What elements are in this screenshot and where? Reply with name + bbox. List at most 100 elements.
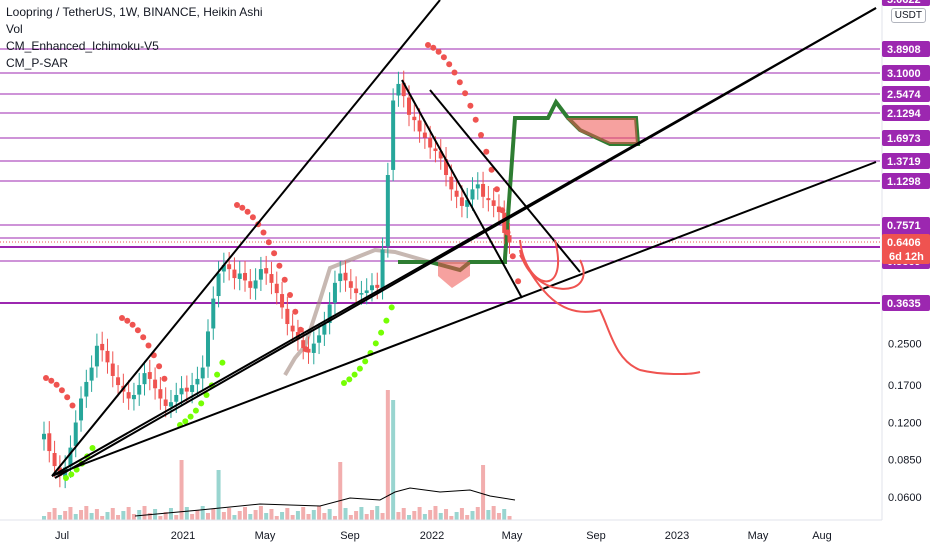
candle-body [269,274,274,283]
volume-ma-line [134,487,516,517]
volume-bar [412,511,417,520]
psar-dot-down [302,346,309,353]
psar-dot-down [509,253,516,260]
volume-bar [105,512,110,520]
volume-bar [137,510,142,520]
volume-bar [79,510,84,520]
level-tag-label: 2.1294 [887,108,922,120]
level-tag [882,105,930,121]
volume-bar [311,510,316,520]
volume-bar [354,511,359,520]
psar-dot-up [198,400,205,407]
candle-body [317,335,322,343]
psar-dot-down [260,229,267,236]
candle-body [475,184,480,189]
candle-body [311,343,316,353]
candle-body [94,345,99,367]
volume-bar [258,506,263,520]
volume-bar [454,512,459,520]
candle-body [100,343,105,351]
volume-bar [57,515,62,520]
psar-dot-up [63,475,69,481]
volume-bar [126,507,131,520]
psar-dot-up [356,365,363,372]
psar-dot-down [292,308,299,315]
candle-body [332,282,337,303]
current-price-label: 0.6406 [887,237,921,249]
candle-body [142,373,147,385]
currency-unit-label[interactable]: USDT [890,8,926,23]
candle-body [359,293,364,295]
candle-body [433,148,438,152]
psar-dot-up [362,358,369,365]
indicator-ichimoku[interactable]: CM_Enhanced_Ichimoku-V5 [6,39,159,53]
candle-body [253,280,258,289]
psar-dot-up [203,392,210,398]
forecast-annotation [519,239,701,376]
candle-body [385,175,390,247]
candle-body [200,367,205,379]
candle-body [407,97,412,115]
candle-body [211,298,216,329]
psar-dot-down [472,116,479,123]
volume-bar [52,508,57,520]
candle-body [369,285,374,291]
trendlines [51,0,877,479]
psar-dot-up [68,471,75,478]
level-tag [882,41,930,57]
candle-body [322,324,327,335]
psar-dot-up [214,371,221,378]
candle-body [285,308,290,325]
volume-bar [116,515,121,520]
psar-dot-down [119,315,125,321]
psar-dot-up [388,304,395,311]
level-tag-label: 2.5474 [887,89,922,101]
volume-bar [438,513,443,520]
volume-bar [481,465,486,520]
psar-dot-down [58,387,65,394]
volume-bar [486,510,491,520]
candle-body [290,325,295,332]
volume-bar [216,470,221,520]
candle-body [401,82,406,97]
volume-bar [179,460,184,520]
psar-dot-down [488,166,495,173]
candle-body [454,190,459,197]
time-tick-label: Aug [812,530,832,542]
candle-body [190,385,195,392]
volume-bar [444,509,449,520]
psar-dot-down [456,79,463,86]
volume-bar [290,515,295,520]
psar-dot-down [297,326,304,333]
top-level-tag-label: 5.0622 [887,0,921,6]
time-tick-label: May [748,530,769,542]
candle-body [327,304,332,324]
volume-bar [417,507,422,520]
level-tag [882,153,930,169]
psar-dot-down [515,278,522,285]
ichimoku-cloud-upper [566,118,638,144]
candle-body [417,120,422,132]
volume-bar [385,390,390,520]
candle-body [391,100,396,170]
volume-bar [422,514,427,520]
volume-bar [47,512,52,520]
candle-body [375,284,380,288]
indicator-vol[interactable]: Vol [6,22,23,36]
volume-bar [502,509,507,520]
volume-bar [200,506,205,520]
psar-dot-up [383,317,390,324]
indicator-psar[interactable]: CM_P-SAR [6,56,69,70]
candle-body [280,294,285,308]
volume-bar [459,508,464,520]
candle-body [126,392,131,399]
candle-body [243,272,248,281]
symbol-title[interactable]: Loopring / TetherUS, 1W, BINANCE, Heikin… [6,5,263,19]
volume-bar [507,516,512,520]
volume-bar [248,514,253,520]
volume-bar [491,506,496,520]
psar-dot-up [351,371,358,378]
candle-body [47,433,52,452]
volume-bar [280,512,285,520]
